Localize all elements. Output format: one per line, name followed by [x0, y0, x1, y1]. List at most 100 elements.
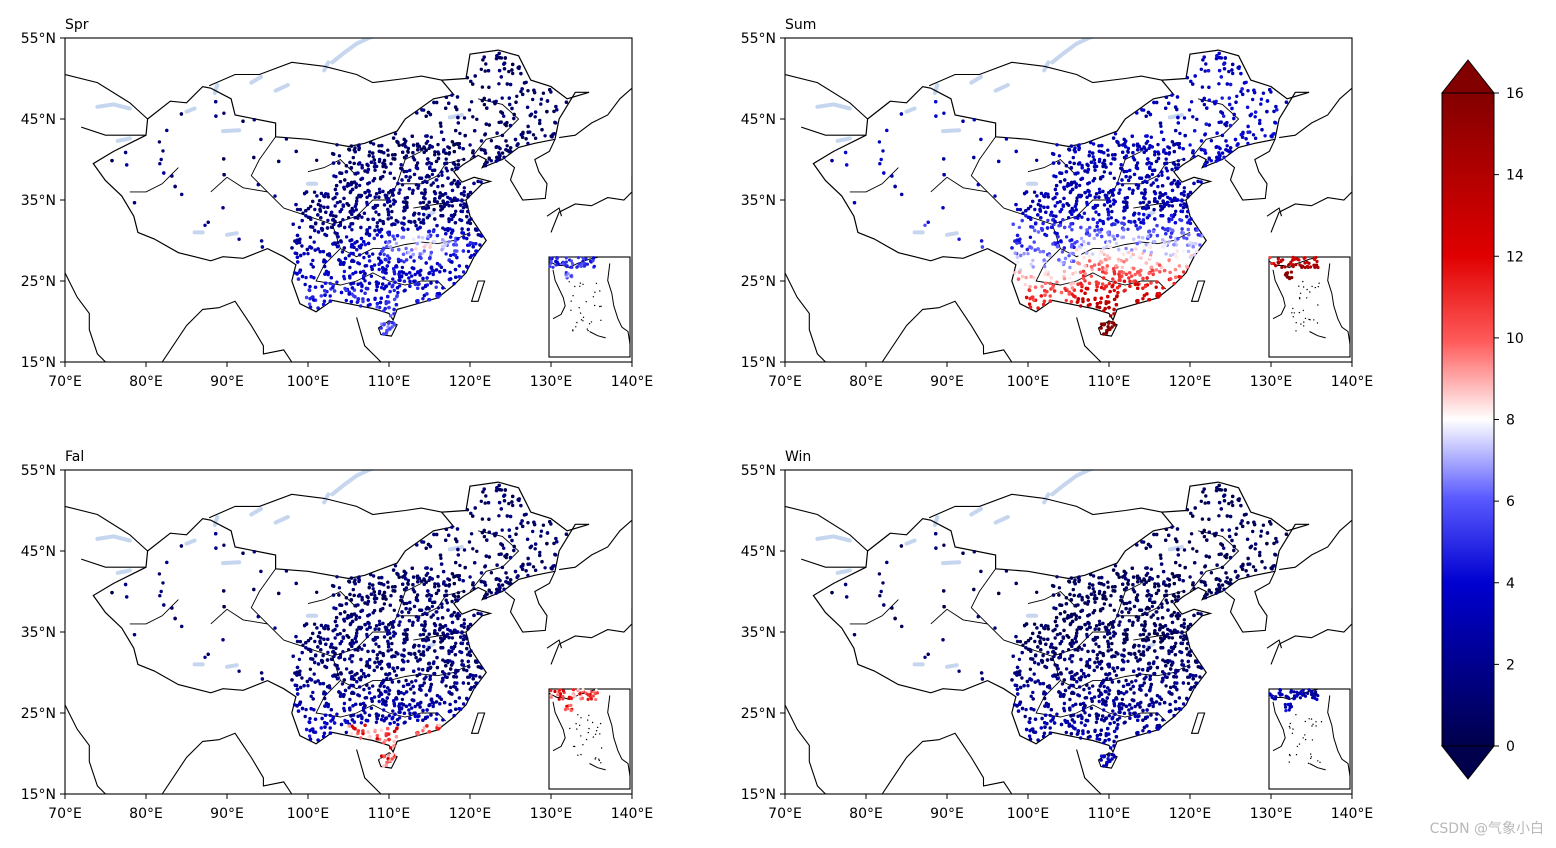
- station-point: [1056, 235, 1059, 238]
- station-point: [418, 273, 421, 276]
- station-point: [363, 169, 366, 172]
- station-point: [1146, 157, 1149, 160]
- station-point: [565, 260, 568, 263]
- station-point: [364, 243, 367, 246]
- station-point: [484, 69, 487, 72]
- station-point: [428, 201, 431, 204]
- station-point: [1125, 204, 1128, 207]
- station-point: [521, 93, 524, 96]
- station-point: [1115, 264, 1118, 267]
- station-point: [900, 193, 903, 196]
- station-point: [435, 268, 438, 271]
- station-point: [1053, 289, 1056, 292]
- station-point: [1071, 188, 1074, 191]
- station-point: [1108, 282, 1111, 285]
- station-point: [1023, 283, 1026, 286]
- station-point: [409, 220, 412, 223]
- station-point: [337, 258, 340, 261]
- station-point: [1043, 289, 1046, 292]
- station-point: [1147, 235, 1150, 238]
- station-point: [524, 137, 527, 140]
- station-point: [1199, 180, 1202, 183]
- station-point: [433, 150, 436, 153]
- station-point: [475, 118, 478, 121]
- station-point: [1260, 98, 1263, 101]
- station-point: [355, 199, 358, 202]
- station-point: [371, 217, 374, 220]
- station-point: [435, 280, 438, 283]
- station-point: [457, 159, 460, 162]
- station-point: [1136, 287, 1139, 290]
- station-point: [241, 120, 244, 123]
- station-point: [1065, 299, 1068, 302]
- station-point: [375, 225, 378, 228]
- x-tick-label: 70°E: [48, 374, 82, 390]
- station-point: [360, 237, 363, 240]
- station-point: [1173, 213, 1176, 216]
- inset-island: [1300, 323, 1301, 324]
- station-point: [532, 89, 535, 92]
- station-point: [296, 256, 299, 259]
- station-point: [380, 235, 383, 238]
- station-point: [1102, 276, 1105, 279]
- station-point: [1180, 227, 1183, 230]
- station-point: [1087, 242, 1090, 245]
- station-point: [1089, 141, 1092, 144]
- station-point: [441, 286, 444, 289]
- station-point: [1083, 212, 1086, 215]
- station-point: [436, 234, 439, 237]
- station-point: [1240, 133, 1243, 136]
- station-point: [1228, 103, 1231, 106]
- station-point: [1016, 239, 1019, 242]
- station-point: [391, 235, 394, 238]
- station-point: [1142, 213, 1145, 216]
- station-point: [1157, 152, 1160, 155]
- station-point: [1172, 199, 1175, 202]
- station-point: [325, 270, 328, 273]
- y-tick-label: 45°N: [21, 112, 56, 128]
- station-point: [1122, 216, 1125, 219]
- station-point: [348, 275, 351, 278]
- station-point: [1105, 245, 1108, 248]
- station-point: [1120, 178, 1123, 181]
- station-point: [440, 606, 443, 609]
- station-point: [1116, 234, 1119, 237]
- station-point: [923, 224, 926, 227]
- station-point: [1189, 241, 1192, 244]
- station-point: [1254, 115, 1257, 118]
- station-point: [1117, 258, 1120, 261]
- station-point: [570, 266, 573, 269]
- station-point: [396, 234, 399, 237]
- station-point: [1147, 230, 1150, 233]
- station-point: [1125, 258, 1128, 261]
- station-point: [334, 215, 337, 218]
- station-point: [351, 272, 354, 275]
- station-point: [580, 265, 583, 268]
- station-point: [1111, 153, 1114, 156]
- station-point: [1119, 167, 1122, 170]
- station-point: [403, 280, 406, 283]
- station-point: [1057, 258, 1060, 261]
- station-point: [484, 501, 487, 504]
- coastline: [882, 301, 1012, 362]
- station-point: [538, 551, 541, 554]
- station-point: [170, 174, 173, 177]
- station-point: [390, 223, 393, 226]
- station-point: [450, 168, 453, 171]
- station-point: [400, 178, 403, 181]
- station-point: [1174, 105, 1177, 108]
- station-point: [387, 692, 390, 695]
- station-point: [310, 246, 313, 249]
- station-point: [1231, 63, 1234, 66]
- station-point: [1069, 222, 1072, 225]
- station-point: [1184, 134, 1187, 137]
- inset-island: [572, 329, 573, 330]
- station-point: [386, 581, 389, 584]
- station-point: [1069, 282, 1072, 285]
- station-point: [313, 640, 316, 643]
- station-point: [465, 265, 468, 268]
- station-point: [1054, 175, 1057, 178]
- station-point: [334, 636, 337, 639]
- station-point: [1143, 245, 1146, 248]
- station-point: [414, 705, 417, 708]
